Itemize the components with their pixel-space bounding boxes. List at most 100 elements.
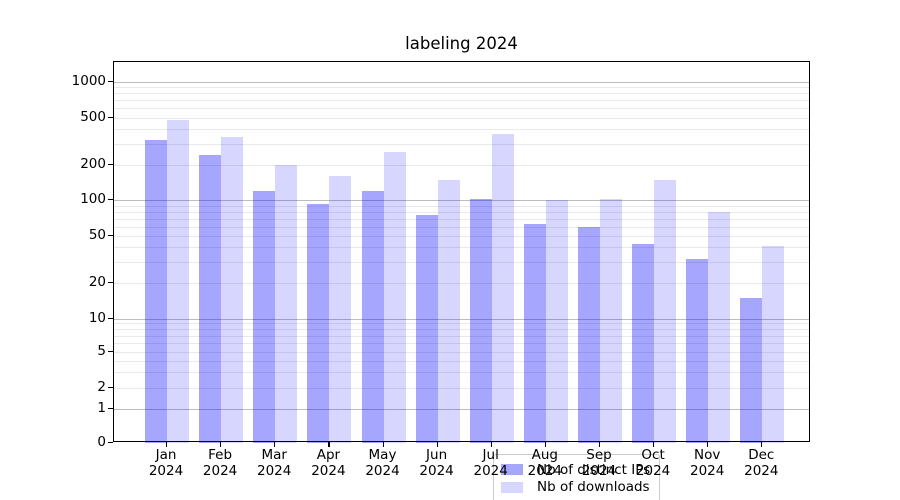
gridline-minor — [114, 343, 809, 345]
x-tick-label-may: May 2024 — [365, 447, 400, 479]
bar-downloads-aug-2024 — [545, 200, 568, 443]
bar-distinct-ips-oct-2024 — [632, 243, 655, 443]
gridline-minor — [114, 143, 809, 145]
gridline-major — [114, 318, 809, 320]
y-tick-mark — [108, 441, 113, 443]
gridline-minor — [114, 262, 809, 264]
plot-area: Nb of distinct IPs Nb of downloads — [113, 61, 810, 500]
gridline-minor — [114, 87, 809, 89]
gridline-major — [114, 81, 809, 83]
bar-distinct-ips-mar-2024 — [253, 190, 276, 443]
x-tick-mark — [166, 442, 168, 447]
y-tick-mark — [108, 80, 113, 83]
bar-distinct-ips-may-2024 — [361, 190, 384, 443]
x-tick-mark — [382, 442, 384, 447]
bar-downloads-apr-2024 — [329, 176, 352, 443]
x-tick-label-oct: Oct 2024 — [635, 447, 671, 479]
gridline-minor — [114, 352, 809, 353]
y-tick-label-2: 2 — [97, 378, 106, 395]
gridline-minor — [114, 164, 809, 166]
bar-downloads-may-2024 — [383, 152, 406, 443]
gridline-minor — [114, 93, 809, 95]
gridline-minor — [114, 218, 809, 220]
x-tick-mark — [653, 442, 655, 447]
y-tick-label-50: 50 — [88, 226, 106, 243]
bar-downloads-oct-2024 — [654, 180, 677, 443]
y-tick-mark — [108, 317, 113, 319]
gridline-minor — [114, 329, 809, 331]
x-tick-mark — [274, 442, 276, 447]
bar-distinct-ips-feb-2024 — [199, 154, 222, 443]
x-tick-label-jul: Jul 2024 — [473, 447, 508, 479]
bar-downloads-dec-2024 — [762, 246, 785, 443]
bar-downloads-jul-2024 — [491, 133, 514, 443]
y-tick-mark — [108, 234, 113, 237]
bar-distinct-ips-aug-2024 — [523, 224, 546, 443]
bar-downloads-mar-2024 — [275, 164, 298, 443]
legend-label-downloads: Nb of downloads — [537, 479, 650, 495]
bar-downloads-jun-2024 — [437, 179, 460, 443]
x-tick-label-jun: Jun 2024 — [419, 447, 454, 479]
x-tick-mark — [761, 442, 763, 447]
x-tick-label-jan: Jan 2024 — [148, 447, 184, 479]
y-tick-mark — [108, 199, 113, 201]
x-tick-label-aug: Aug 2024 — [527, 447, 562, 479]
gridline-major — [114, 200, 809, 202]
y-tick-label-100: 100 — [80, 191, 106, 208]
gridline-minor — [114, 205, 809, 207]
bar-distinct-ips-jul-2024 — [469, 198, 492, 443]
x-tick-label-nov: Nov 2024 — [690, 447, 725, 479]
x-tick-mark — [490, 442, 492, 447]
x-tick-mark — [599, 442, 601, 447]
bar-distinct-ips-jan-2024 — [145, 139, 167, 443]
bar-distinct-ips-jun-2024 — [415, 215, 438, 443]
gridline-minor — [114, 129, 809, 130]
bar-distinct-ips-sep-2024 — [578, 226, 600, 443]
y-tick-label-1000: 1000 — [71, 72, 106, 89]
legend-swatch-downloads — [501, 481, 523, 493]
bar-distinct-ips-nov-2024 — [686, 258, 709, 443]
y-tick-mark — [108, 386, 113, 388]
gridline-minor — [114, 335, 809, 337]
y-tick-mark — [108, 163, 113, 165]
bar-distinct-ips-apr-2024 — [307, 204, 330, 443]
x-tick-label-dec: Dec 2024 — [744, 447, 779, 479]
gridline-minor — [114, 226, 809, 228]
gridline-minor — [114, 323, 809, 325]
legend: Nb of distinct IPs Nb of downloads — [493, 454, 661, 500]
y-tick-label-1: 1 — [97, 400, 106, 417]
y-tick-mark — [108, 282, 113, 284]
bar-downloads-nov-2024 — [708, 211, 731, 443]
bar-downloads-jan-2024 — [167, 119, 189, 443]
y-tick-label-200: 200 — [80, 155, 106, 172]
y-tick-label-10: 10 — [88, 309, 106, 326]
chart-title: labeling 2024 — [405, 34, 518, 53]
legend-item-downloads: Nb of downloads — [501, 479, 650, 495]
y-tick-label-5: 5 — [97, 343, 106, 359]
bar-downloads-sep-2024 — [600, 198, 622, 443]
x-tick-mark — [220, 442, 222, 447]
x-tick-label-mar: Mar 2024 — [257, 447, 292, 479]
gridline-minor — [114, 117, 809, 119]
y-tick-label-500: 500 — [80, 108, 106, 125]
bar-distinct-ips-dec-2024 — [740, 297, 763, 443]
x-tick-label-sep: Sep 2024 — [581, 447, 617, 479]
y-tick-mark — [108, 116, 113, 118]
gridline-minor — [114, 235, 809, 237]
x-tick-label-feb: Feb 2024 — [202, 447, 238, 479]
bar-downloads-feb-2024 — [221, 136, 244, 443]
x-tick-label-apr: Apr 2024 — [311, 447, 346, 479]
gridline-minor — [114, 283, 809, 285]
y-tick-mark — [108, 351, 113, 353]
gridline-minor — [114, 387, 809, 389]
legend-label-distinct-ips: Nb of distinct IPs — [537, 461, 651, 478]
gridline-minor — [114, 371, 809, 373]
gridline-minor — [114, 247, 809, 249]
gridline-minor — [114, 108, 809, 110]
x-tick-mark — [544, 442, 546, 447]
gridline-minor — [114, 211, 809, 213]
legend-item-distinct-ips: Nb of distinct IPs — [501, 462, 650, 478]
y-tick-label-20: 20 — [88, 274, 106, 291]
legend-swatch-distinct-ips — [501, 464, 523, 475]
